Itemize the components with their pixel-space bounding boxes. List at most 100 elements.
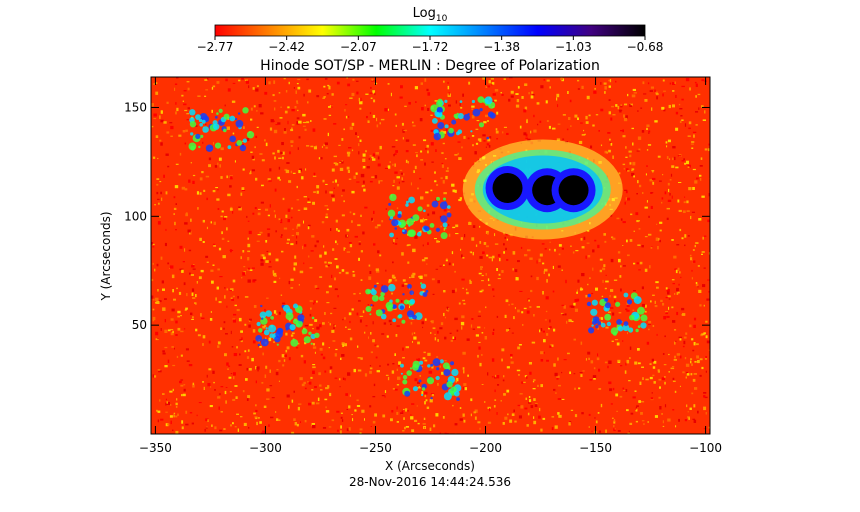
heatmap-pixel bbox=[319, 324, 322, 328]
heatmap-pixel bbox=[255, 177, 258, 181]
heatmap-pixel bbox=[341, 195, 343, 197]
heatmap-pixel bbox=[279, 117, 283, 119]
heatmap-pixel bbox=[638, 400, 640, 403]
heatmap-pixel bbox=[326, 93, 329, 95]
heatmap-pixel bbox=[531, 341, 536, 344]
heatmap-pixel bbox=[307, 101, 309, 104]
heatmap-pixel bbox=[491, 84, 493, 86]
heatmap-pixel bbox=[548, 327, 550, 330]
heatmap-pixel bbox=[366, 116, 368, 119]
heatmap-pixel bbox=[236, 309, 240, 312]
heatmap-pixel bbox=[401, 410, 404, 413]
heatmap-pixel bbox=[295, 90, 297, 94]
heatmap-pixel bbox=[703, 304, 705, 307]
heatmap-pixel bbox=[223, 321, 226, 324]
heatmap-pixel bbox=[695, 282, 698, 284]
heatmap-pixel bbox=[462, 387, 465, 390]
heatmap-pixel bbox=[668, 104, 671, 109]
heatmap-pixel bbox=[672, 104, 675, 108]
heatmap-pixel bbox=[691, 338, 694, 341]
heatmap-pixel bbox=[333, 187, 335, 189]
heatmap-pixel bbox=[632, 142, 634, 146]
heatmap-pixel bbox=[303, 262, 305, 265]
heatmap-pixel bbox=[232, 319, 236, 323]
heatmap-pixel bbox=[462, 93, 464, 97]
heatmap-pixel bbox=[533, 314, 535, 317]
heatmap-pixel bbox=[233, 313, 237, 316]
heatmap-pixel bbox=[260, 201, 264, 204]
network-patch bbox=[285, 327, 289, 331]
heatmap-pixel bbox=[238, 207, 242, 211]
heatmap-pixel bbox=[297, 147, 299, 150]
heatmap-pixel bbox=[415, 101, 417, 103]
heatmap-pixel bbox=[329, 370, 332, 374]
heatmap-pixel bbox=[681, 160, 685, 162]
heatmap-pixel bbox=[657, 237, 660, 241]
heatmap-pixel bbox=[557, 357, 559, 361]
heatmap-pixel bbox=[663, 109, 666, 112]
network-patch bbox=[195, 133, 201, 139]
heatmap-pixel bbox=[501, 348, 505, 352]
heatmap-pixel bbox=[624, 189, 628, 191]
heatmap-pixel bbox=[631, 172, 635, 177]
heatmap-pixel bbox=[151, 278, 154, 282]
heatmap-pixel bbox=[422, 217, 424, 220]
heatmap-pixel bbox=[151, 103, 154, 107]
heatmap-pixel bbox=[533, 379, 536, 381]
heatmap-pixel bbox=[636, 193, 638, 195]
heatmap-pixel bbox=[247, 243, 251, 248]
heatmap-pixel bbox=[510, 90, 514, 94]
heatmap-pixel bbox=[419, 177, 422, 180]
heatmap-pixel bbox=[530, 289, 533, 293]
heatmap-pixel bbox=[290, 216, 293, 219]
heatmap-pixel bbox=[285, 90, 288, 93]
heatmap-pixel bbox=[544, 319, 547, 321]
heatmap-pixel bbox=[374, 175, 378, 179]
heatmap-pixel bbox=[316, 326, 320, 330]
heatmap-pixel bbox=[693, 419, 697, 423]
heatmap-pixel bbox=[315, 402, 320, 405]
heatmap-pixel bbox=[575, 250, 579, 252]
heatmap-pixel bbox=[395, 139, 398, 141]
heatmap-pixel bbox=[653, 360, 657, 364]
heatmap-pixel bbox=[328, 285, 332, 288]
heatmap-pixel bbox=[202, 381, 204, 383]
heatmap-pixel bbox=[469, 281, 472, 284]
heatmap-pixel bbox=[432, 327, 436, 330]
heatmap-pixel bbox=[536, 306, 540, 308]
heatmap-pixel bbox=[674, 268, 677, 270]
heatmap-pixel bbox=[173, 213, 175, 215]
heatmap-pixel bbox=[244, 323, 247, 326]
heatmap-pixel bbox=[216, 198, 220, 201]
network-patch bbox=[216, 112, 219, 115]
heatmap-pixel bbox=[610, 143, 613, 146]
heatmap-pixel bbox=[183, 103, 187, 106]
x-tick-label: −200 bbox=[469, 441, 502, 455]
heatmap-pixel bbox=[612, 237, 616, 240]
heatmap-pixel bbox=[225, 333, 228, 335]
heatmap-pixel bbox=[443, 209, 447, 212]
heatmap-pixel bbox=[445, 170, 449, 172]
heatmap-pixel bbox=[399, 169, 403, 171]
heatmap-pixel bbox=[674, 268, 676, 271]
heatmap-pixel bbox=[312, 302, 315, 305]
heatmap-pixel bbox=[664, 376, 666, 378]
heatmap-pixel bbox=[353, 368, 356, 373]
heatmap-pixel bbox=[488, 256, 492, 259]
heatmap-pixel bbox=[646, 165, 648, 167]
heatmap-pixel bbox=[471, 135, 475, 137]
heatmap-pixel bbox=[625, 190, 628, 194]
network-patch bbox=[604, 297, 609, 302]
heatmap-pixel bbox=[689, 407, 692, 410]
sunspot-umbra bbox=[492, 173, 523, 204]
heatmap-area bbox=[151, 77, 710, 434]
heatmap-pixel bbox=[613, 428, 616, 432]
heatmap-pixel bbox=[249, 172, 251, 175]
heatmap-pixel bbox=[509, 419, 513, 423]
heatmap-pixel bbox=[465, 288, 468, 291]
heatmap-pixel bbox=[356, 399, 359, 402]
heatmap-pixel bbox=[425, 148, 428, 150]
heatmap-pixel bbox=[530, 405, 534, 409]
heatmap-pixel bbox=[576, 289, 578, 293]
heatmap-pixel bbox=[498, 273, 501, 276]
